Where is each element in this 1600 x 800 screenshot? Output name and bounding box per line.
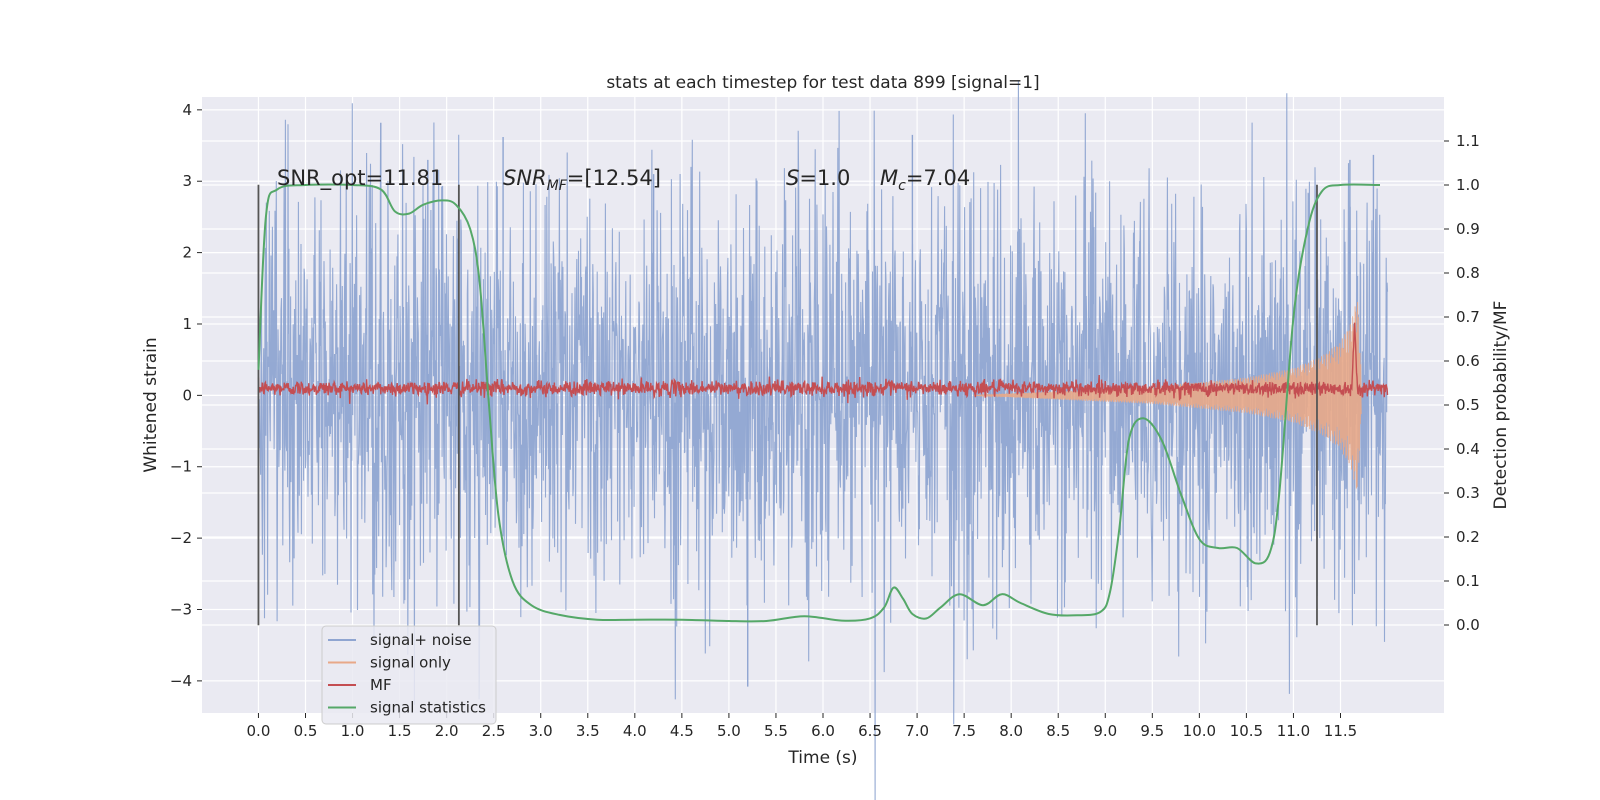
series-signal-statistics: [257, 183, 1381, 623]
y2-tick-label-10: 0.1: [1456, 572, 1480, 590]
y-tick-label-1: 3: [182, 172, 192, 190]
x-tick-label-15: 7.5: [952, 722, 976, 740]
annotation-mc: Mc=7.04: [880, 166, 970, 194]
annotation-mc-value: =7.04: [906, 166, 970, 190]
legend-label-signal-noise: signal+ noise: [370, 631, 472, 649]
y2-tick-label-0: 1.1: [1456, 132, 1480, 150]
annotation-s-label: S: [786, 166, 799, 190]
y-tick-label-7: −3: [170, 601, 192, 619]
y-axis-right: 1.1 1.0 0.9 0.8 0.7 0.6 0.5 0.4 0.3 0.2 0.1 0.0: [1444, 132, 1480, 634]
legend-item-mf: MF: [328, 676, 392, 694]
x-tick-label-2: 1.0: [341, 722, 365, 740]
x-tick-label-13: 6.5: [858, 722, 882, 740]
y2-tick-label-5: 0.6: [1456, 352, 1480, 370]
annotation-s: S=1.0: [786, 166, 850, 190]
x-tick-label-12: 6.0: [811, 722, 835, 740]
x-tick-label-11: 5.5: [764, 722, 788, 740]
x-tick-label-7: 3.5: [576, 722, 600, 740]
legend-box: [321, 625, 497, 725]
x-tick-label-9: 4.5: [670, 722, 694, 740]
x-tick-label-16: 8.0: [999, 722, 1023, 740]
x-tick-label-0: 0.0: [247, 722, 271, 740]
series-line-signal-noise: [257, 81, 1389, 800]
legend-label-signal-only: signal only: [370, 654, 451, 672]
x-tick-label-23: 11.5: [1324, 722, 1357, 740]
y2-tick-label-6: 0.5: [1456, 396, 1480, 414]
y-axis-label: Whitened strain: [141, 337, 161, 472]
x-tick-label-5: 2.5: [482, 722, 506, 740]
y-tick-label-8: −4: [170, 672, 192, 690]
y2-tick-label-9: 0.2: [1456, 528, 1480, 546]
y-tick-label-2: 2: [182, 244, 192, 262]
series-signal-noise: [257, 81, 1389, 800]
y-tick-label-0: 4: [182, 101, 192, 119]
annotation-mc-sub: c: [898, 178, 906, 194]
x-tick-label-8: 4.0: [623, 722, 647, 740]
annotation-snr-mf: SNRMF=[12.54]: [503, 166, 661, 194]
annotation-snr-mf-sub: MF: [547, 178, 568, 194]
y2-tick-label-7: 0.4: [1456, 440, 1480, 458]
chart-title: stats at each timestep for test data 899…: [606, 73, 1039, 93]
y2-axis-label: Detection probability/MF: [1491, 301, 1511, 510]
legend-item-signal-statistics: signal statistics: [328, 699, 486, 717]
legend-label-mf: MF: [370, 676, 392, 694]
y2-tick-label-1: 1.0: [1456, 176, 1480, 194]
x-tick-label-18: 9.0: [1093, 722, 1117, 740]
vertical-markers: [257, 184, 1318, 626]
y-tick-label-4: 0: [182, 386, 192, 404]
y2-tick-label-8: 0.3: [1456, 484, 1480, 502]
y-axis-left: 4 3 2 1 0 −1 −2 −3 −4: [170, 101, 202, 690]
annotation-snr-mf-label: SNR: [503, 166, 547, 190]
x-axis: 0.0 0.5 1.0 1.5 2.0 2.5 3.0 3.5 4.0 4.5 5.0 5.5 6.0 6…: [247, 713, 1357, 740]
legend-item-signal-only: signal only: [328, 654, 451, 672]
y-tick-label-5: −1: [170, 458, 192, 476]
x-tick-label-20: 10.0: [1183, 722, 1216, 740]
annotation-s-value: =1.0: [799, 166, 850, 190]
x-tick-label-17: 8.5: [1046, 722, 1070, 740]
y2-tick-label-4: 0.7: [1456, 308, 1480, 326]
y2-tick-label-11: 0.0: [1456, 616, 1480, 634]
x-tick-label-14: 7.0: [905, 722, 929, 740]
x-tick-label-3: 1.5: [388, 722, 412, 740]
series-line-mf: [257, 322, 1389, 405]
y2-tick-label-2: 0.9: [1456, 220, 1480, 238]
annotation-mc-label: M: [880, 166, 898, 190]
annotation-snr-opt: SNR_opt=11.81: [277, 166, 443, 191]
x-tick-label-19: 9.5: [1140, 722, 1164, 740]
x-tick-label-1: 0.5: [294, 722, 318, 740]
x-tick-label-4: 2.0: [435, 722, 459, 740]
x-tick-label-6: 3.0: [529, 722, 553, 740]
legend-label-signal-statistics: signal statistics: [370, 699, 486, 717]
series-line-signal-statistics: [257, 183, 1381, 623]
legend-item-signal-noise: signal+ noise: [328, 631, 472, 649]
series-mf: [257, 322, 1389, 405]
y-tick-label-3: 1: [182, 315, 192, 333]
y2-tick-label-3: 0.8: [1456, 264, 1480, 282]
x-axis-label: Time (s): [787, 748, 857, 768]
x-tick-label-10: 5.0: [717, 722, 741, 740]
legend: signal+ noise signal only MF signal stat…: [321, 625, 497, 725]
annotation-snr-mf-value: =[12.54]: [567, 166, 661, 190]
x-tick-label-21: 10.5: [1230, 722, 1263, 740]
x-tick-label-22: 11.0: [1277, 722, 1310, 740]
y-tick-label-6: −2: [170, 529, 192, 547]
